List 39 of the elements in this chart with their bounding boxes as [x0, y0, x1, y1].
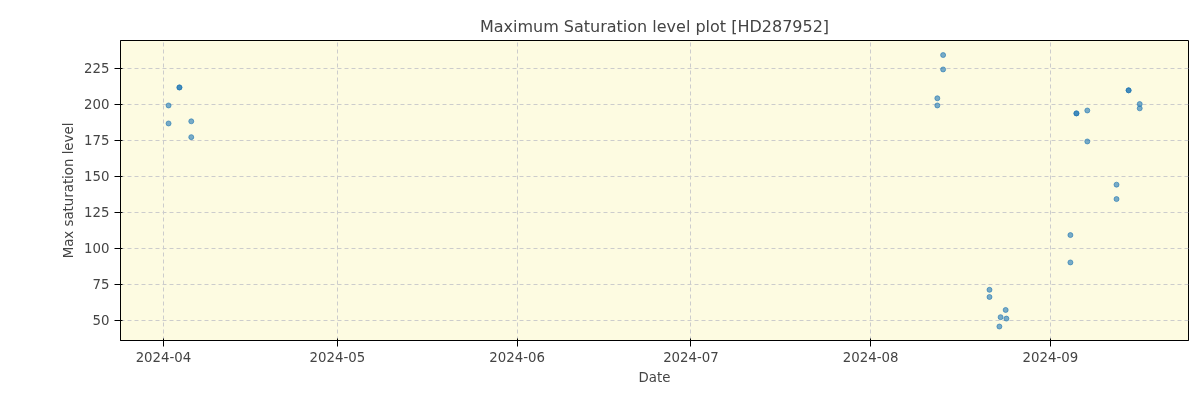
y-tick-label: 225 — [84, 61, 110, 77]
point — [1113, 181, 1120, 188]
y-tick-label: 150 — [84, 169, 110, 185]
y-tick-label: 125 — [84, 205, 110, 221]
x-axis-title: Date — [638, 369, 671, 385]
point — [986, 294, 993, 300]
x-tick-label: 2024-09 — [1022, 349, 1079, 365]
x-tick-label: 2024-04 — [135, 349, 192, 365]
y-tick-label: 75 — [92, 277, 110, 293]
x-tick-label: 2024-08 — [842, 349, 899, 365]
y-tick-label: 50 — [92, 313, 110, 329]
point — [1136, 105, 1143, 112]
x-tick-label: 2024-05 — [309, 349, 366, 365]
point — [940, 52, 947, 59]
y-axis-title: Max saturation level — [61, 122, 77, 259]
point — [1067, 232, 1074, 239]
point — [940, 66, 947, 73]
y-tick-label: 100 — [84, 241, 110, 257]
x-tick-label: 2024-07 — [663, 349, 719, 365]
chart-title: Maximum Saturation level plot [HD287952] — [479, 16, 830, 36]
point — [997, 314, 1004, 321]
point — [165, 102, 172, 109]
point — [1113, 196, 1120, 203]
point — [1084, 138, 1091, 145]
x-tick-label: 2024-06 — [489, 349, 545, 365]
point — [1002, 306, 1009, 313]
point — [188, 134, 195, 141]
y-tick-label: 200 — [84, 97, 110, 113]
point — [188, 118, 195, 125]
point — [934, 95, 941, 102]
y-tick-label: 175 — [84, 133, 110, 149]
point — [1136, 101, 1143, 108]
point — [986, 286, 993, 293]
point — [1084, 107, 1091, 114]
point — [934, 102, 941, 109]
point — [1067, 259, 1074, 266]
point — [165, 120, 172, 127]
point — [996, 323, 1003, 330]
point — [1003, 315, 1010, 322]
